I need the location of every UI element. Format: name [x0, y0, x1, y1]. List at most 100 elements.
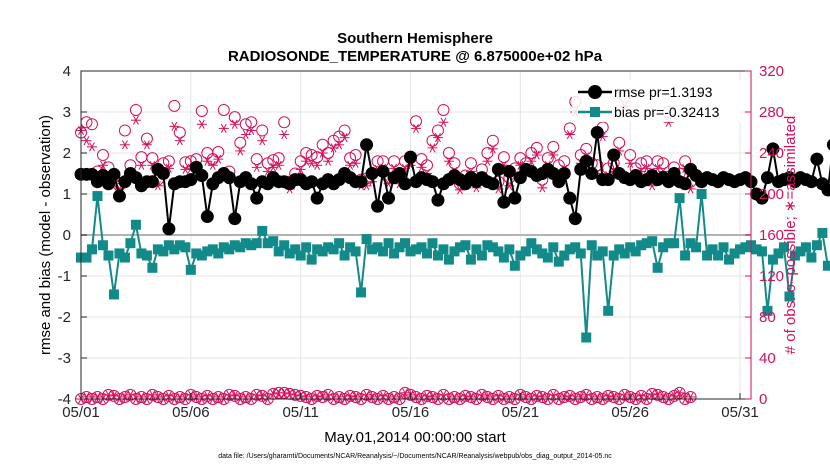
bias-point	[691, 242, 702, 253]
obs-possible-point	[228, 111, 241, 124]
rmse-point	[826, 139, 830, 151]
obs-possible-point	[344, 152, 357, 165]
bias-point	[630, 246, 641, 257]
obs-possible-point	[481, 147, 494, 159]
obs-assimilated-point	[119, 140, 130, 150]
obs-assimilated-point	[180, 164, 191, 174]
y-right-tick-label: 120	[759, 268, 784, 285]
obs-possible-point	[580, 142, 593, 155]
bias-point	[498, 252, 509, 263]
bias-point	[460, 240, 471, 251]
obs-possible-point	[234, 136, 247, 149]
bias-point	[663, 238, 674, 249]
bias-point	[119, 252, 130, 263]
bias-point	[740, 242, 751, 253]
y-axis-right-label: # of obs: o=possible; ∗=assimilated	[782, 116, 799, 355]
y-right-tick-label: 80	[759, 309, 776, 326]
bias-point	[136, 248, 147, 259]
rmse-point	[585, 167, 599, 180]
bias-point	[674, 193, 685, 204]
bias-layer	[76, 189, 830, 343]
bias-point	[295, 250, 306, 261]
bias-point	[751, 244, 762, 255]
obs-possible-point	[272, 152, 285, 165]
bias-point	[520, 246, 531, 257]
y-tick-label: -4	[58, 391, 71, 408]
obs-assimilated-lower-point	[290, 390, 301, 400]
obs-assimilated-point	[317, 148, 328, 158]
bias-point	[306, 254, 317, 265]
bias-point	[339, 250, 350, 261]
obs-possible-point	[85, 118, 98, 131]
bias-point	[680, 250, 691, 261]
x-tick-label: 05/16	[392, 404, 430, 421]
obs-possible-point	[300, 147, 313, 159]
bias-point	[564, 244, 575, 255]
obs-assimilated-point	[432, 133, 443, 143]
obs-assimilated-lower-point	[334, 392, 345, 402]
rmse-point	[382, 191, 396, 205]
obs-possible-lower-point	[459, 389, 472, 402]
obs-assimilated-point	[169, 121, 180, 131]
rmse-point	[156, 167, 170, 180]
bias-point	[669, 238, 680, 249]
bias-point	[641, 238, 652, 249]
obs-assimilated-lower-point	[136, 392, 147, 402]
rmse-point	[228, 212, 242, 226]
bias-point	[773, 248, 784, 259]
obs-assimilated-lower-point	[520, 392, 531, 402]
obs-possible-point	[635, 157, 648, 170]
bias-point	[735, 244, 746, 255]
rmse-point	[497, 195, 511, 209]
obs-assimilated-point	[548, 150, 559, 160]
obs-assimilated-point	[323, 156, 334, 166]
y-right-tick-label: 200	[759, 186, 784, 203]
x-tick-label: 05/21	[502, 404, 540, 421]
obs-assimilated-point	[81, 136, 92, 146]
rmse-point	[760, 171, 774, 185]
bias-point	[795, 246, 806, 257]
obs-possible-point	[245, 116, 258, 129]
obs-possible-lower-point	[223, 388, 236, 401]
obs-possible-lower-point	[360, 388, 373, 401]
bias-point	[262, 238, 273, 249]
obs-assimilated-point	[339, 133, 350, 143]
bias-point	[268, 236, 279, 247]
obs-possible-point	[349, 149, 362, 162]
obs-assimilated-point	[312, 160, 323, 170]
bias-point	[394, 242, 405, 253]
bias-point	[509, 260, 520, 271]
obs-assimilated-point	[213, 154, 224, 164]
obs-assimilated-lower-point	[224, 390, 235, 400]
x-tick-label: 05/31	[721, 404, 759, 421]
bias-point	[323, 242, 334, 253]
obs-assimilated-lower-point	[647, 389, 658, 399]
bias-point	[421, 248, 432, 259]
obs-assimilated-lower-point	[674, 388, 685, 398]
obs-assimilated-point	[218, 123, 229, 133]
obs-possible-point	[146, 152, 159, 165]
bias-point	[696, 189, 707, 199]
bias-point	[789, 250, 800, 261]
obs-assimilated-point	[207, 160, 218, 170]
bias-point	[454, 242, 465, 253]
obs-assimilated-lower-point	[367, 392, 378, 402]
obs-assimilated-lower-point	[449, 392, 460, 402]
y-right-tick-label: 240	[759, 145, 784, 162]
rmse-point	[360, 138, 374, 152]
obs-assimilated-lower-point	[592, 392, 603, 402]
bias-point	[345, 242, 356, 253]
obs-possible-point	[338, 124, 351, 137]
y-axis-label: rmse and bias (model - observation)	[37, 115, 54, 355]
obs-assimilated-point	[279, 129, 290, 140]
obs-assimilated-lower-point	[685, 392, 696, 402]
obs-possible-point	[217, 103, 230, 116]
bias-point	[229, 240, 240, 251]
bias-point	[724, 254, 735, 265]
x-tick-label: 05/06	[172, 404, 210, 421]
rmse-point	[557, 167, 571, 180]
obs-possible-point	[168, 99, 181, 112]
obs-possible-lower-point	[399, 386, 412, 399]
x-tick-label: 05/11	[282, 404, 318, 421]
bias-point	[169, 244, 180, 255]
